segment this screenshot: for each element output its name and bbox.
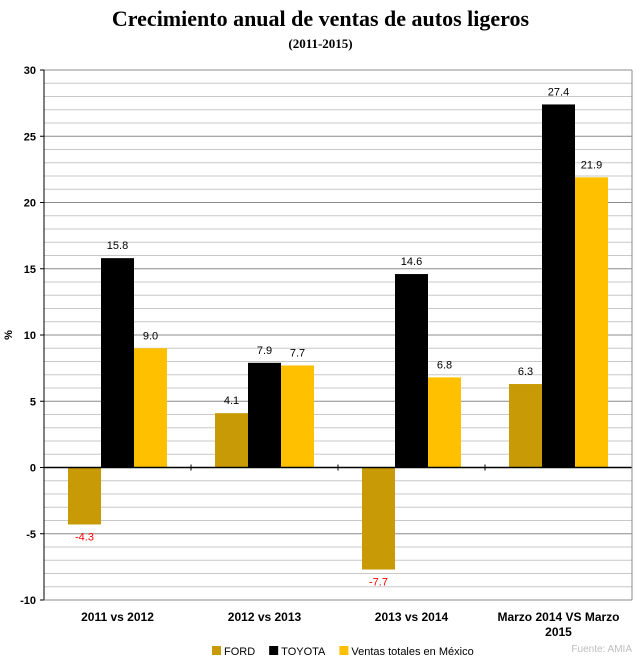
data-label: -7.7	[369, 577, 388, 589]
legend-swatch-toyota	[269, 646, 279, 655]
legend-label-ford: FORD	[224, 646, 255, 658]
data-label: 14.6	[401, 256, 422, 268]
data-label: 4.1	[224, 395, 239, 407]
y-axis-label: %	[3, 330, 15, 340]
category-label: 2012 vs 2013	[228, 610, 302, 624]
y-tick-label: 30	[24, 65, 36, 77]
category-label: 2013 vs 2014	[375, 610, 449, 624]
y-tick-label: 20	[24, 198, 36, 210]
bar-ventas-totales-en-m-xico-3	[575, 177, 608, 468]
y-tick-label: 5	[30, 396, 36, 408]
category-label: 2011 vs 2012	[81, 610, 154, 624]
category-label: Marzo 2014 VS Marzo	[497, 610, 619, 624]
bar-ventas-totales-en-m-xico-0	[134, 348, 167, 468]
bar-toyota-0	[101, 258, 134, 468]
y-tick-label: -10	[20, 595, 36, 607]
data-label: -4.3	[75, 531, 94, 543]
legend-label-toyota: TOYOTA	[281, 646, 326, 658]
data-label: 15.8	[107, 240, 128, 252]
bar-ventas-totales-en-m-xico-1	[281, 365, 314, 468]
chart-title: Crecimiento anual de ventas de autos lig…	[111, 6, 530, 31]
y-tick-label: 10	[24, 330, 36, 342]
legend-swatch-ventas-totales-en-m-xico	[339, 646, 349, 655]
chart-subtitle: (2011-2015)	[288, 36, 353, 51]
legend-swatch-ford	[212, 646, 221, 655]
data-labels: -4.3 4.1 -7.7 6.3 15.8 7.9 14.6 27.4 9.0 7.7 6.8 21…	[75, 86, 602, 588]
category-label: 2015	[545, 625, 572, 639]
data-label: 21.9	[581, 159, 602, 171]
legend-label-ventas-totales-en-m-xico: Ventas totales en México	[351, 646, 473, 658]
data-label: 7.7	[290, 347, 305, 359]
bar-ford-1	[215, 413, 248, 468]
bar-ford-3	[509, 384, 542, 468]
axes: -10 -5 0 5 10 15 20 25 30% 2011 vs 2012 2012 vs 20…	[3, 65, 633, 639]
legend: FORD TOYOTA Ventas totales en México Fuente…	[212, 644, 632, 658]
bar-toyota-3	[542, 104, 575, 468]
bar-ventas-totales-en-m-xico-2	[428, 377, 461, 468]
bar-ford-0	[68, 467, 101, 525]
data-label: 6.3	[518, 366, 533, 378]
bars	[68, 104, 608, 570]
source-note: Fuente: AMIA	[571, 644, 632, 655]
y-tick-label: 25	[24, 131, 36, 143]
y-tick-label: -5	[26, 529, 36, 541]
bar-ford-2	[362, 467, 395, 570]
data-label: 6.8	[437, 359, 452, 371]
bar-toyota-2	[395, 274, 428, 468]
y-tick-label: 0	[30, 463, 36, 475]
bar-toyota-1	[248, 362, 281, 468]
data-label: 7.9	[257, 345, 272, 357]
data-label: 27.4	[548, 86, 569, 98]
y-tick-label: 15	[24, 264, 36, 276]
data-label: 9.0	[143, 330, 158, 342]
